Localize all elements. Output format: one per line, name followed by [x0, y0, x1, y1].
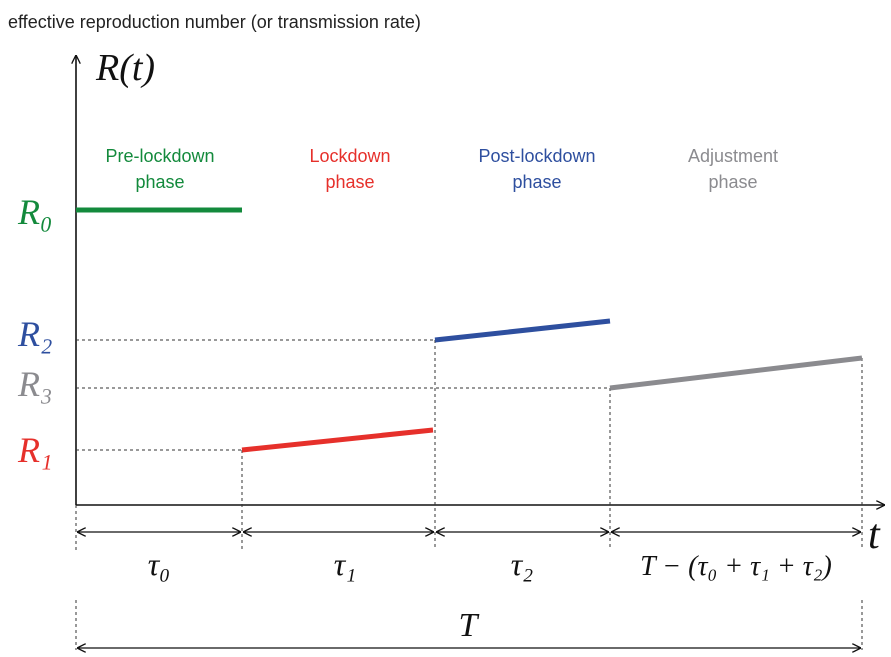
x-axis-label: t	[868, 512, 881, 558]
duration-label: T − (τ₀ + τ₁ + τ₂)	[640, 551, 832, 582]
title: effective reproduction number (or transm…	[8, 12, 421, 32]
adjustment-segment	[609, 355, 863, 391]
phase-label: phase	[325, 172, 374, 192]
duration-label: τ₁	[334, 546, 357, 582]
level-label: R₁	[17, 430, 53, 470]
phase-label: phase	[135, 172, 184, 192]
phase-label: Lockdown	[309, 146, 390, 166]
phase-label: Pre-lockdown	[105, 146, 214, 166]
duration-label: τ₀	[148, 546, 171, 582]
post-lockdown-segment	[434, 318, 611, 343]
duration-label: τ₂	[511, 546, 534, 582]
y-axis-label: R(t)	[95, 47, 155, 89]
phase-label: phase	[512, 172, 561, 192]
lockdown-segment	[241, 427, 434, 453]
level-label: R₂	[17, 314, 53, 354]
phase-label: phase	[708, 172, 757, 192]
total-label: T	[459, 607, 480, 644]
phase-label: Post-lockdown	[478, 146, 595, 166]
level-label: R₀	[17, 192, 53, 232]
phase-label: Adjustment	[688, 146, 778, 166]
level-label: R₃	[17, 364, 53, 404]
